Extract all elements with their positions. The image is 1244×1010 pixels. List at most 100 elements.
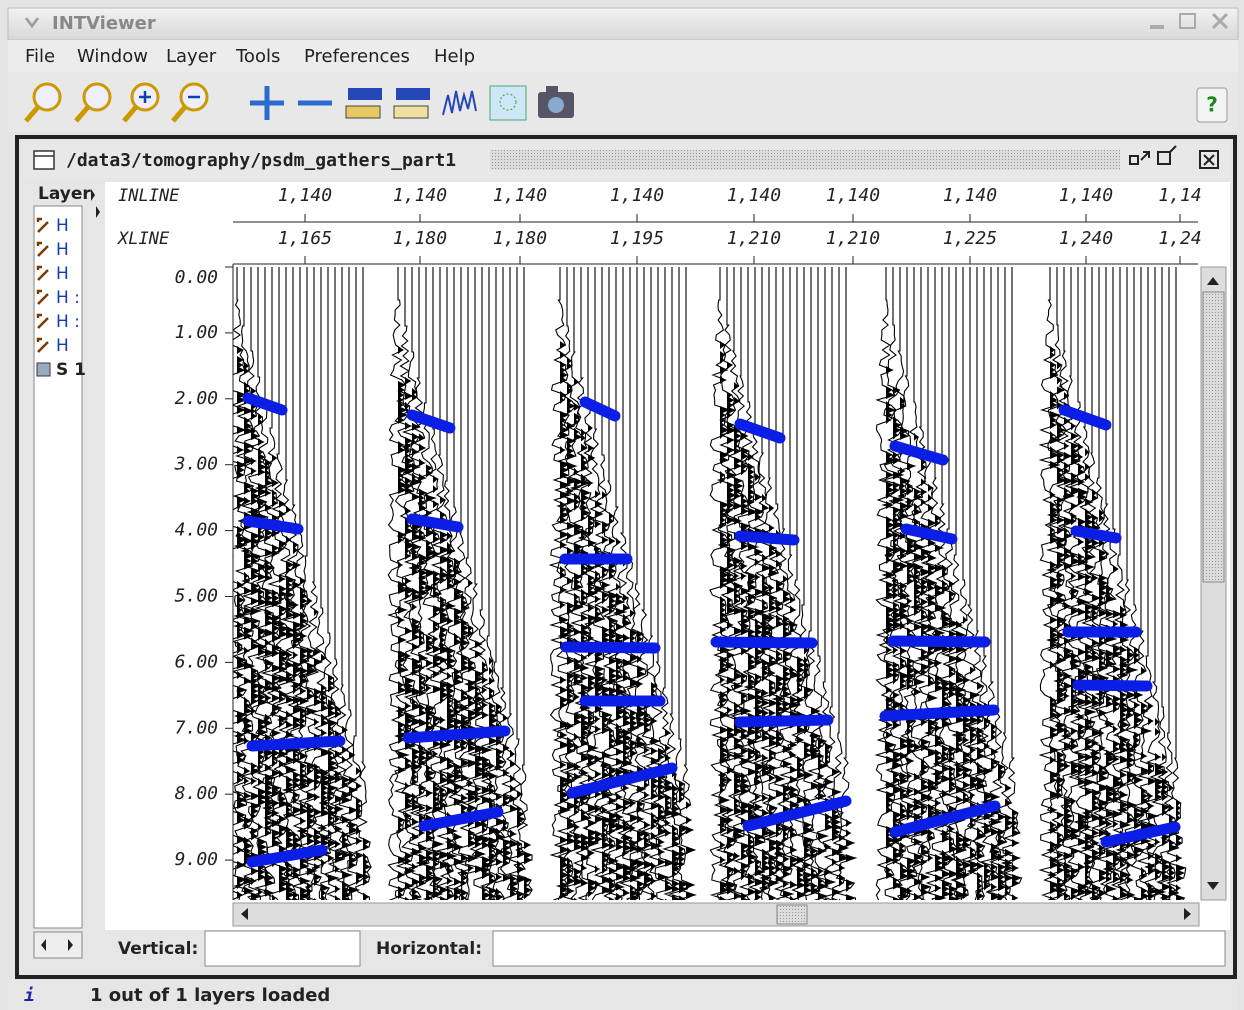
seismic-trace <box>951 267 974 900</box>
layer-item[interactable]: H <box>56 264 69 284</box>
seismic-fill <box>776 529 785 900</box>
horizontal-scrollbar[interactable] <box>232 902 1200 927</box>
xline-value: 1,240 <box>1059 228 1113 249</box>
minimize-button[interactable] <box>1150 25 1164 29</box>
seismic-trace <box>408 267 430 900</box>
close-button[interactable] <box>1211 12 1229 30</box>
xline-value: 1,210 <box>826 228 880 249</box>
seismic-fill <box>602 491 612 895</box>
toolbar <box>8 72 1238 132</box>
layer-icon <box>36 337 49 353</box>
menu-item[interactable]: Help <box>434 46 475 67</box>
horizon-pick <box>1070 525 1122 544</box>
seismic-fill <box>734 381 744 900</box>
seismic-fill <box>1106 534 1116 893</box>
menu-item[interactable]: Tools <box>235 46 280 67</box>
seismic-trace <box>881 267 905 900</box>
menu-item[interactable]: Window <box>77 46 148 67</box>
layer-down[interactable] <box>393 88 430 119</box>
y-tick-label: 1.00 <box>175 322 218 343</box>
y-tick-label: 4.00 <box>175 520 218 541</box>
horizon-pick <box>402 725 511 744</box>
add-button[interactable] <box>250 86 284 120</box>
y-tick-label: 7.00 <box>175 717 218 738</box>
layer-item[interactable]: H : <box>56 288 80 308</box>
vertical-field[interactable] <box>204 930 361 967</box>
seismic-trace <box>450 267 472 900</box>
horizon-pick <box>734 530 800 546</box>
xline-label: XLINE <box>116 229 170 249</box>
horizon-pick <box>1100 821 1181 848</box>
horizontal-field[interactable] <box>492 930 1226 967</box>
menu-item[interactable]: Layer <box>166 46 217 67</box>
map-button[interactable] <box>489 85 527 121</box>
seismic-fill <box>314 608 323 900</box>
horizon-pick <box>1072 679 1153 692</box>
seismic-fill <box>1155 717 1165 896</box>
snapshot-button[interactable] <box>538 86 574 118</box>
layer-item[interactable]: H <box>56 240 69 260</box>
seismic-fill <box>1120 605 1130 899</box>
seismic-trace <box>387 267 410 900</box>
seismic-fill <box>510 749 519 898</box>
menu-item[interactable]: File <box>25 46 55 67</box>
seismic-fill <box>440 496 450 900</box>
zoom-in[interactable] <box>122 82 160 123</box>
viewer-controls[interactable] <box>1129 145 1219 169</box>
layer-list <box>33 205 83 929</box>
help-label[interactable]: ? <box>1206 93 1218 117</box>
seismic-fill <box>658 747 668 881</box>
layer-panel-title: Layer <box>38 184 91 204</box>
seismic-fill <box>349 751 359 895</box>
seismic-fill <box>1012 809 1022 900</box>
seismic-fill <box>356 767 366 886</box>
y-tick-label: 5.00 <box>175 586 218 607</box>
seismic-fill <box>1050 346 1060 900</box>
horizon-pick <box>418 806 504 832</box>
xline-value: 1,180 <box>393 228 447 249</box>
layer-item[interactable]: H : <box>56 312 80 332</box>
viewer-title: /data3/tomography/psdm_gathers_part1 <box>66 150 456 171</box>
window-menu-icon[interactable] <box>25 17 39 29</box>
seismic-trace <box>1080 267 1103 900</box>
vertical-thumb[interactable] <box>1202 291 1225 583</box>
horizon-pick <box>566 762 678 799</box>
seismic-trace <box>668 267 690 900</box>
seismic-fill <box>637 630 647 899</box>
layer-icon <box>36 265 49 281</box>
y-tick-label: 0.00 <box>175 267 218 288</box>
seismic-trace <box>1115 267 1139 900</box>
horizontal-thumb[interactable] <box>776 904 808 925</box>
seismic-fill <box>797 641 807 899</box>
horizon-pick <box>900 523 958 545</box>
zoom[interactable] <box>74 82 112 123</box>
status-bar <box>8 980 1238 1010</box>
seismic-fill <box>328 674 338 900</box>
layer-item[interactable]: S 1 <box>56 360 86 380</box>
seismic-trace <box>590 267 614 900</box>
seismic-fill <box>1141 666 1151 900</box>
viewer-icon <box>33 150 55 170</box>
maximize-button[interactable] <box>1179 13 1196 29</box>
inline-value: 1,140 <box>493 185 547 206</box>
seismic-fill <box>977 681 987 900</box>
seismic-fill <box>300 576 310 900</box>
inline-value: 1,140 <box>943 185 997 206</box>
help-button[interactable]: ? <box>1196 87 1228 123</box>
zoom-out[interactable] <box>171 82 209 123</box>
layer-item[interactable]: H <box>56 336 69 356</box>
menu-item[interactable]: Preferences <box>304 46 410 67</box>
trace-button[interactable] <box>442 90 477 116</box>
layer-up[interactable] <box>345 88 382 119</box>
seismic-fill <box>825 712 835 900</box>
layer-item[interactable]: H <box>56 216 69 236</box>
zoom-fit[interactable] <box>24 82 62 123</box>
seismic-fill <box>970 641 980 875</box>
seismic-fill <box>342 725 352 900</box>
horizontal-label: Horizontal: <box>376 939 482 959</box>
layer-icon <box>36 217 49 233</box>
seismic-fill <box>846 799 856 900</box>
seismic-fill <box>686 801 695 900</box>
seismic-fill <box>272 454 282 900</box>
horizon-pick <box>560 641 661 654</box>
